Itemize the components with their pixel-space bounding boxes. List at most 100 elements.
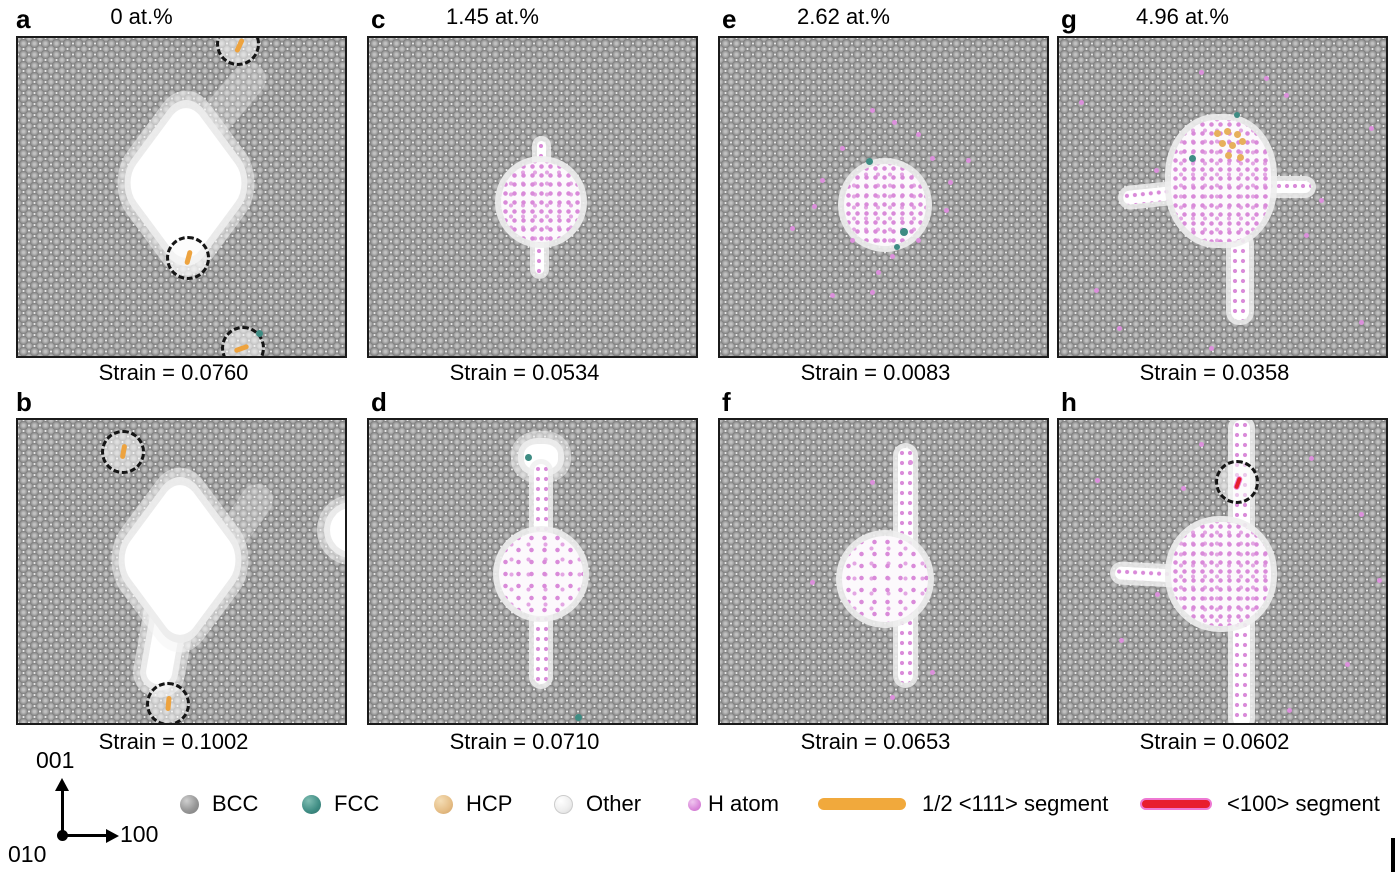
h-atom-speck [1264,76,1269,81]
h-atom-speck [870,290,875,295]
h-atom-speck [1359,320,1364,325]
hcp-atom [1219,140,1226,147]
hcp-atom [1237,154,1244,161]
h-atom-speck [916,132,921,137]
void [116,474,244,646]
segment-111-swatch-icon [818,798,906,810]
other-atom-swatch-icon [554,795,573,814]
segment-100-swatch-icon [1140,798,1212,810]
h-atom-cluster [842,536,928,622]
fcc-atom [866,158,873,165]
fcc-atom [256,330,263,337]
fcc-atom [1234,112,1240,118]
h-atom-speck [1199,442,1204,447]
h-atom-speck [830,293,835,298]
h-atom-speck [944,208,949,213]
h-atom-speck [870,480,875,485]
h-atom-speck [1345,662,1350,667]
fcc-atom [1189,155,1196,162]
axis-label-100: 100 [120,821,159,847]
legend-label-h-atom: H atom [708,791,779,816]
h-atom-speck [1284,93,1289,98]
simulation-panel-e [718,36,1049,358]
simulation-panel-a [16,36,347,358]
h-atom-speck [790,226,795,231]
h-atom-cluster [501,162,581,242]
strain-caption-g: Strain = 0.0358 [1139,360,1290,385]
crack [535,236,544,274]
hcp-atom-swatch-icon [434,795,453,814]
h-atom-speck [1155,592,1160,597]
crack [537,141,546,169]
axis-up-arrowhead-icon [55,778,69,791]
caret-artifact [1391,838,1395,872]
fcc-atom [894,244,900,250]
panel-letter-f: f [722,387,731,417]
h-atom-speck [876,270,881,275]
legend-label-fcc: FCC [334,791,380,816]
hcp-atom [1225,152,1232,159]
h-atom-speck [916,238,921,243]
fcc-atom [525,454,532,461]
panel-letter-h: h [1061,387,1077,417]
legend-label-other: Other [586,791,642,816]
h-atom-speck [908,460,913,465]
strain-caption-h: Strain = 0.0602 [1139,729,1290,754]
h-atom-speck [890,254,895,259]
fcc-atom [575,714,582,721]
h-atom-speck [892,120,897,125]
legend-label-bcc: BCC [212,791,259,816]
strain-caption-f: Strain = 0.0653 [800,729,951,754]
hcp-atom [1224,128,1231,135]
fcc-atom-swatch-icon [302,795,321,814]
h-atom-cluster [844,164,926,246]
h-atom-speck [1199,70,1204,75]
strain-caption-d: Strain = 0.0710 [449,729,600,754]
h-atom-speck [1117,326,1122,331]
h-atom-speck [1079,100,1084,105]
simulation-panel-d [367,418,698,725]
h-atom-speck [930,670,935,675]
h-atom-speck [1181,486,1186,491]
h-atom-speck [870,108,875,113]
legend-label-hcp: HCP [466,791,513,816]
h-atom-speck [1095,478,1100,483]
h-atom-speck [810,580,815,585]
h-atom-speck [1154,168,1159,173]
legend-label-100-segment: <100> segment [1227,791,1380,816]
axis-up-line [61,790,64,836]
h-atom-speck [1319,198,1324,203]
h-atom-swatch-icon [688,798,701,811]
strain-caption-a: Strain = 0.0760 [98,360,249,385]
strain-caption-e: Strain = 0.0083 [800,360,951,385]
concentration-title-2: 2.62 at.% [797,4,890,29]
h-atom-speck [1369,126,1374,131]
h-atom-speck [850,238,855,243]
legend-label-111-segment: 1/2 <111> segment [922,791,1109,816]
h-atom-cluster [499,532,583,616]
h-atom-speck [930,156,935,161]
strain-caption-b: Strain = 0.1002 [98,729,249,754]
panel-letter-g: g [1061,4,1077,34]
h-atom-speck [1359,512,1364,517]
void-patch [330,508,345,552]
simulation-panel-b [16,418,347,725]
axis-label-001: 001 [36,747,75,773]
h-atom-speck [966,158,971,163]
h-atom-speck [1209,346,1214,351]
axis-label-010: 010 [8,841,47,867]
h-atom-speck [890,695,895,700]
h-atom-cluster [1171,522,1271,626]
axis-origin-dot [57,830,68,841]
hcp-atom [1234,131,1241,138]
h-atom-speck [1304,233,1309,238]
axis-right-arrowhead-icon [106,829,119,843]
concentration-title-1: 1.45 at.% [446,4,539,29]
h-atom-speck [948,180,953,185]
h-atom-arm [1114,566,1180,583]
axis-right-line [63,834,109,837]
panel-letter-a: a [16,4,31,34]
h-atom-speck [1094,288,1099,293]
dashed-circle [221,326,265,356]
